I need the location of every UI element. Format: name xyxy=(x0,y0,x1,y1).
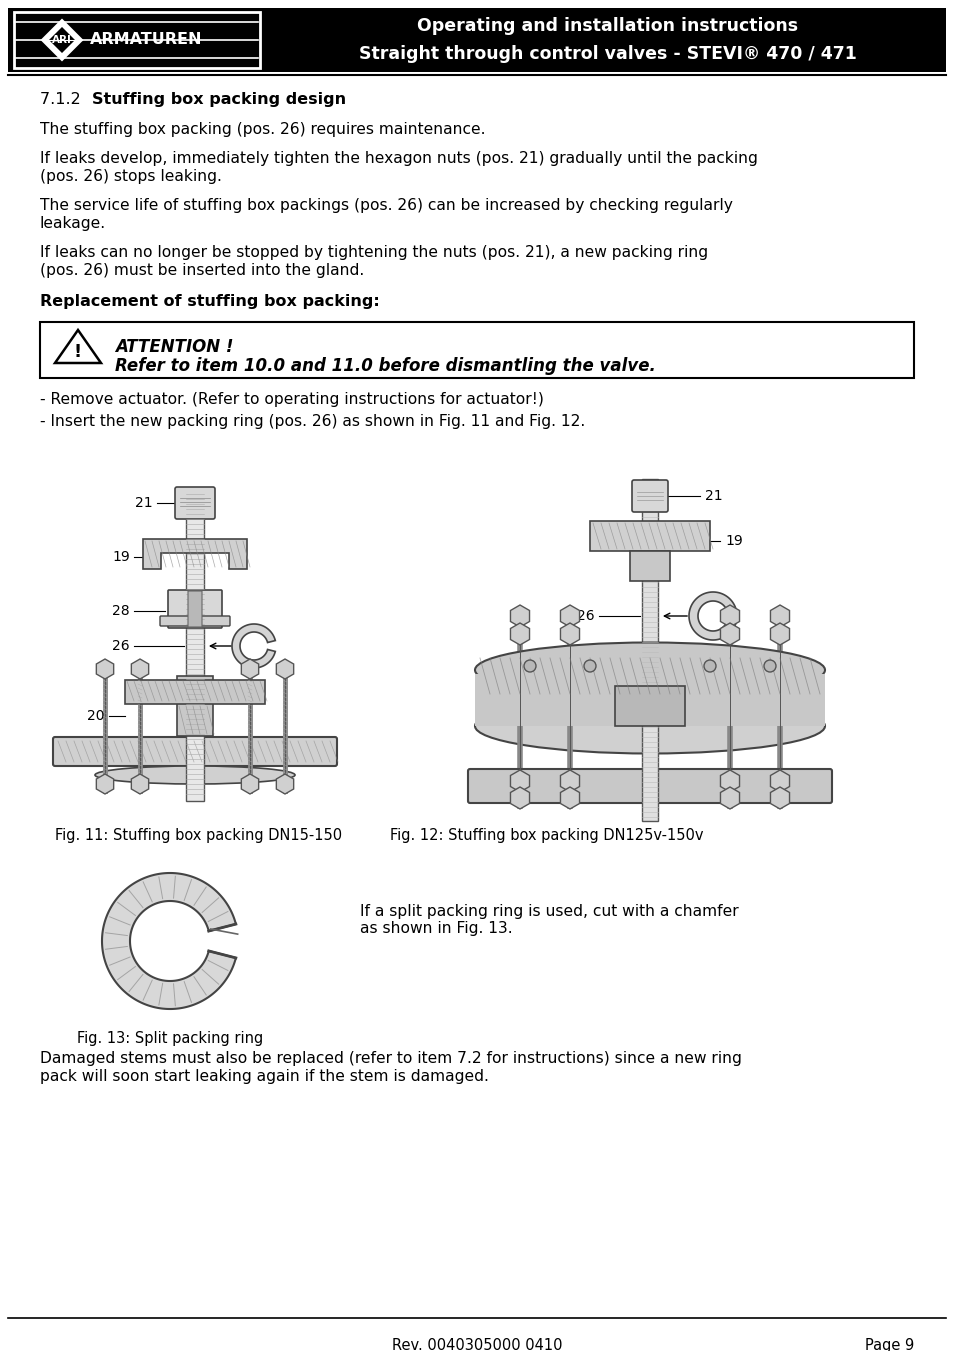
Polygon shape xyxy=(770,623,789,644)
FancyBboxPatch shape xyxy=(160,616,230,626)
FancyBboxPatch shape xyxy=(631,480,667,512)
Text: Fig. 12: Stuffing box packing DN125v-150v: Fig. 12: Stuffing box packing DN125v-150… xyxy=(390,828,702,843)
Text: Operating and installation instructions: Operating and installation instructions xyxy=(417,18,798,35)
Bar xyxy=(641,480,658,821)
Bar xyxy=(186,489,204,801)
Polygon shape xyxy=(241,659,258,680)
Text: - Insert the new packing ring (pos. 26) as shown in Fig. 11 and Fig. 12.: - Insert the new packing ring (pos. 26) … xyxy=(40,413,584,430)
Text: 26: 26 xyxy=(112,639,130,653)
Ellipse shape xyxy=(95,766,294,784)
Text: The stuffing box packing (pos. 26) requires maintenance.: The stuffing box packing (pos. 26) requi… xyxy=(40,122,485,136)
Polygon shape xyxy=(770,788,789,809)
Polygon shape xyxy=(559,605,578,627)
Text: Stuffing box packing design: Stuffing box packing design xyxy=(91,92,346,107)
Polygon shape xyxy=(720,605,739,627)
Text: (pos. 26) must be inserted into the gland.: (pos. 26) must be inserted into the glan… xyxy=(40,263,364,278)
Text: Replacement of stuffing box packing:: Replacement of stuffing box packing: xyxy=(40,295,379,309)
Bar xyxy=(615,686,684,725)
Polygon shape xyxy=(720,770,739,792)
Circle shape xyxy=(583,661,596,671)
Text: Fig. 13: Split packing ring: Fig. 13: Split packing ring xyxy=(77,1031,263,1046)
Text: If leaks can no longer be stopped by tightening the nuts (pos. 21), a new packin: If leaks can no longer be stopped by tig… xyxy=(40,245,707,259)
Text: !: ! xyxy=(74,343,82,361)
Bar xyxy=(8,8,945,72)
Text: 19: 19 xyxy=(112,550,130,563)
Text: If a split packing ring is used, cut with a chamfer
as shown in Fig. 13.: If a split packing ring is used, cut wit… xyxy=(359,904,738,936)
Polygon shape xyxy=(276,659,294,680)
Polygon shape xyxy=(96,774,113,794)
Polygon shape xyxy=(42,20,82,59)
Text: 28: 28 xyxy=(112,604,130,617)
Polygon shape xyxy=(559,788,578,809)
FancyBboxPatch shape xyxy=(468,769,831,802)
Text: ARMATUREN: ARMATUREN xyxy=(90,32,202,47)
Polygon shape xyxy=(48,26,76,54)
Polygon shape xyxy=(132,774,149,794)
Text: Straight through control valves - STEVI® 470 / 471: Straight through control valves - STEVI®… xyxy=(358,45,856,63)
Text: 21: 21 xyxy=(704,489,721,503)
Text: 19: 19 xyxy=(724,534,742,549)
FancyBboxPatch shape xyxy=(174,486,214,519)
Ellipse shape xyxy=(475,643,824,697)
Polygon shape xyxy=(276,774,294,794)
Bar xyxy=(125,680,265,704)
Polygon shape xyxy=(510,605,529,627)
Text: Damaged stems must also be replaced (refer to item 7.2 for instructions) since a: Damaged stems must also be replaced (ref… xyxy=(40,1051,741,1066)
Polygon shape xyxy=(510,770,529,792)
Text: 20: 20 xyxy=(88,709,105,723)
Polygon shape xyxy=(770,605,789,627)
Bar xyxy=(475,674,824,725)
Polygon shape xyxy=(688,592,735,640)
Bar xyxy=(14,12,260,68)
Polygon shape xyxy=(102,873,235,1009)
Polygon shape xyxy=(589,521,709,551)
Text: ATTENTION !: ATTENTION ! xyxy=(115,338,233,357)
Polygon shape xyxy=(232,624,275,667)
Bar xyxy=(177,676,213,736)
FancyBboxPatch shape xyxy=(168,590,222,628)
Polygon shape xyxy=(559,623,578,644)
Text: Page 9: Page 9 xyxy=(863,1337,913,1351)
Text: ARI: ARI xyxy=(52,35,71,45)
Text: 21: 21 xyxy=(135,496,152,509)
Ellipse shape xyxy=(475,698,824,754)
Circle shape xyxy=(523,661,536,671)
Polygon shape xyxy=(241,774,258,794)
Text: Fig. 11: Stuffing box packing DN15-150: Fig. 11: Stuffing box packing DN15-150 xyxy=(55,828,342,843)
Polygon shape xyxy=(629,551,669,581)
Polygon shape xyxy=(96,659,113,680)
Text: 26: 26 xyxy=(577,609,595,623)
Text: The service life of stuffing box packings (pos. 26) can be increased by checking: The service life of stuffing box packing… xyxy=(40,199,732,213)
Circle shape xyxy=(703,661,716,671)
FancyBboxPatch shape xyxy=(40,322,913,378)
Polygon shape xyxy=(770,770,789,792)
Circle shape xyxy=(763,661,775,671)
Text: Refer to item 10.0 and 11.0 before dismantling the valve.: Refer to item 10.0 and 11.0 before disma… xyxy=(115,357,656,376)
Polygon shape xyxy=(132,659,149,680)
Polygon shape xyxy=(720,623,739,644)
Text: Rev. 0040305000 0410: Rev. 0040305000 0410 xyxy=(392,1337,561,1351)
Polygon shape xyxy=(510,623,529,644)
Text: - Remove actuator. (Refer to operating instructions for actuator!): - Remove actuator. (Refer to operating i… xyxy=(40,392,543,407)
Polygon shape xyxy=(55,330,101,363)
FancyBboxPatch shape xyxy=(188,590,202,627)
Polygon shape xyxy=(720,788,739,809)
Text: leakage.: leakage. xyxy=(40,216,106,231)
FancyBboxPatch shape xyxy=(53,738,336,766)
Text: 7.1.2: 7.1.2 xyxy=(40,92,91,107)
Text: pack will soon start leaking again if the stem is damaged.: pack will soon start leaking again if th… xyxy=(40,1069,488,1084)
Polygon shape xyxy=(143,539,247,569)
Text: (pos. 26) stops leaking.: (pos. 26) stops leaking. xyxy=(40,169,222,184)
Polygon shape xyxy=(559,770,578,792)
Text: If leaks develop, immediately tighten the hexagon nuts (pos. 21) gradually until: If leaks develop, immediately tighten th… xyxy=(40,151,757,166)
Polygon shape xyxy=(510,788,529,809)
